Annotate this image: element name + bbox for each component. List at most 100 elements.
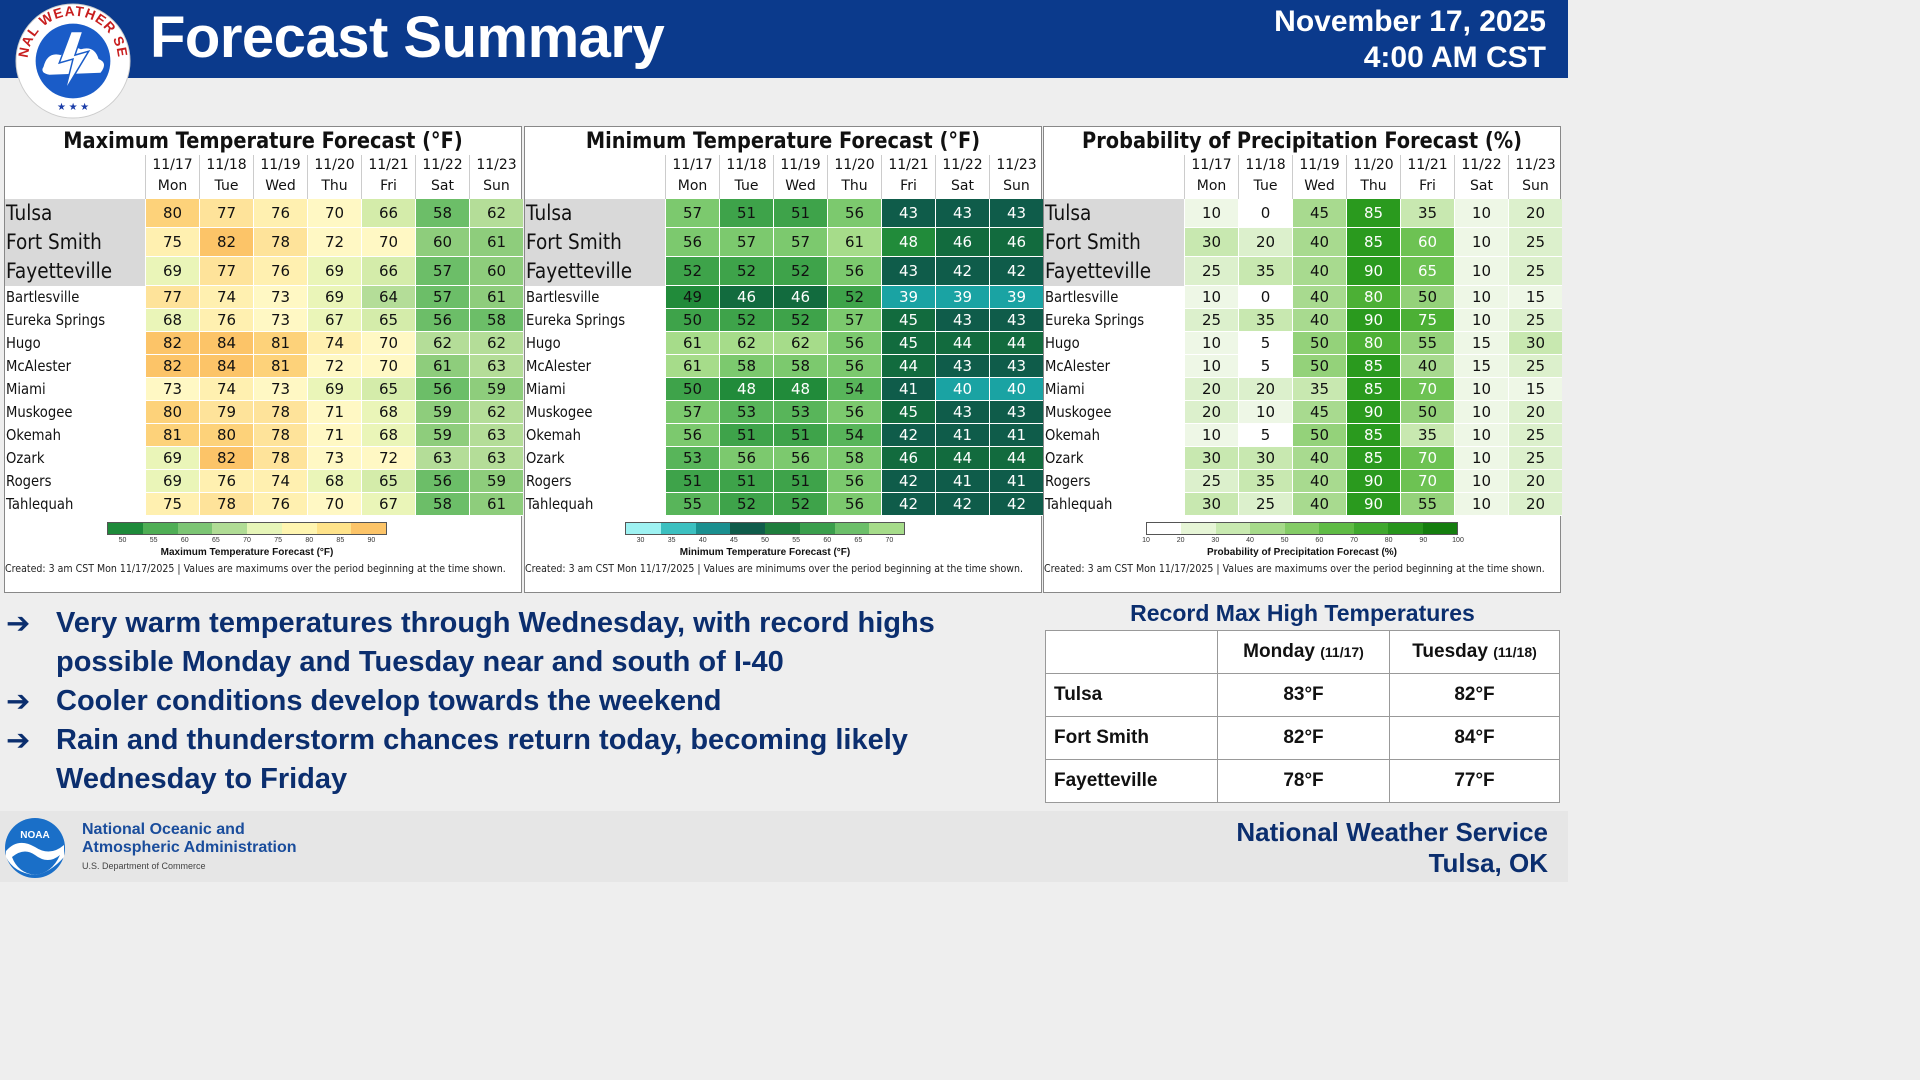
- legend-ticks: 10 20 30 40 50 60 70 80 90 100: [1142, 537, 1464, 547]
- forecast-cell: 90: [1346, 257, 1400, 286]
- city-name: Tahlequah: [526, 495, 594, 513]
- legend-tick: 40: [698, 537, 707, 544]
- forecast-cell: 43: [989, 355, 1043, 378]
- city-row: Tahlequah 75 78 76 70 67 58 61: [5, 493, 523, 516]
- city-row: Tulsa 10 0 45 85 35 10 20: [1044, 199, 1562, 228]
- forecast-cell: 50: [1292, 424, 1346, 447]
- day-date: 11/17: [672, 157, 713, 173]
- forecast-cell: 10: [1454, 447, 1508, 470]
- forecast-cell: 85: [1346, 447, 1400, 470]
- legend-label: Minimum Temperature Forecast (°F): [679, 547, 851, 558]
- forecast-cell: 85: [1346, 199, 1400, 228]
- forecast-cell: 70: [361, 332, 415, 355]
- day-column-header: 11/20 Thu: [827, 155, 881, 199]
- legend-label: Maximum Temperature Forecast (°F): [160, 547, 334, 558]
- legend-color-bar: [625, 522, 905, 535]
- day-of-week: Wed: [785, 178, 816, 194]
- record-city: Tulsa: [1045, 673, 1218, 717]
- forecast-cell: 64: [361, 286, 415, 309]
- forecast-cell: 42: [989, 493, 1043, 516]
- city-row: Hugo 61 62 62 56 45 44 44: [525, 332, 1043, 355]
- city-name: Fayetteville: [526, 259, 633, 283]
- forecast-cell: 65: [361, 309, 415, 332]
- forecast-cell: 46: [719, 286, 773, 309]
- forecast-cell: 42: [935, 493, 989, 516]
- forecast-cell: 35: [1238, 470, 1292, 493]
- forecast-cell: 10: [1454, 493, 1508, 516]
- city-name: Fort Smith: [6, 230, 102, 254]
- day-column-header: 11/20 Thu: [1346, 155, 1400, 199]
- forecast-cell: 68: [361, 401, 415, 424]
- forecast-cell: 15: [1508, 286, 1562, 309]
- forecast-cell: 58: [719, 355, 773, 378]
- city-name: Tulsa: [526, 201, 573, 225]
- forecast-cell: 56: [415, 378, 469, 401]
- header-bar: Forecast Summary November 17, 2025 4:00 …: [0, 0, 1568, 78]
- forecast-cell: 57: [665, 401, 719, 424]
- forecast-cell: 57: [719, 228, 773, 257]
- forecast-cell: 85: [1346, 378, 1400, 401]
- legend-tick: 50: [118, 537, 127, 544]
- panel-title: Maximum Temperature Forecast (°F): [63, 129, 463, 154]
- forecast-cell: 76: [253, 257, 307, 286]
- forecast-cell: 43: [935, 401, 989, 424]
- forecast-cell: 61: [665, 332, 719, 355]
- city-row: Tahlequah 55 52 52 56 42 42 42: [525, 493, 1043, 516]
- record-tue-value: 84°F: [1389, 716, 1560, 760]
- forecast-cell: 80: [1346, 332, 1400, 355]
- city-name: Ozark: [526, 449, 565, 467]
- forecast-cell: 67: [307, 309, 361, 332]
- forecast-cell: 54: [827, 378, 881, 401]
- forecast-cell: 20: [1508, 493, 1562, 516]
- city-name: Miami: [6, 380, 46, 398]
- day-column-header: 11/18 Tue: [199, 155, 253, 199]
- day-date: 11/18: [726, 157, 767, 173]
- city-name: Okemah: [6, 426, 61, 444]
- city-row: Okemah 10 5 50 85 35 10 25: [1044, 424, 1562, 447]
- city-row: Tahlequah 30 25 40 90 55 10 20: [1044, 493, 1562, 516]
- key-message-line: Very warm temperatures through Wednesday…: [56, 607, 935, 639]
- legend-tick: 90: [367, 537, 376, 544]
- forecast-cell: 51: [719, 470, 773, 493]
- forecast-cell: 42: [881, 470, 935, 493]
- legend-color-bar: [107, 522, 387, 535]
- forecast-cell: 25: [1184, 257, 1238, 286]
- forecast-cell: 90: [1346, 401, 1400, 424]
- day-date: 11/19: [260, 157, 301, 173]
- forecast-cell: 59: [415, 424, 469, 447]
- legend-tick: 65: [854, 537, 863, 544]
- noaa-name-line1: National Oceanic and: [82, 821, 245, 838]
- forecast-cell: 15: [1454, 332, 1508, 355]
- city-row: Muskogee 80 79 78 71 68 59 62: [5, 401, 523, 424]
- forecast-cell: 43: [881, 199, 935, 228]
- forecast-cell: 41: [989, 424, 1043, 447]
- forecast-cell: 10: [1454, 309, 1508, 332]
- forecast-cell: 43: [935, 309, 989, 332]
- forecast-cell: 56: [827, 401, 881, 424]
- forecast-cell: 50: [665, 309, 719, 332]
- forecast-cell: 50: [1292, 355, 1346, 378]
- city-row: Miami 73 74 73 69 65 56 59: [5, 378, 523, 401]
- day-date: 11/21: [368, 157, 409, 173]
- day-column-header: 11/23 Sun: [469, 155, 523, 199]
- forecast-cell: 57: [665, 199, 719, 228]
- record-tue-value: 82°F: [1389, 673, 1560, 717]
- legend-tick: 60: [180, 537, 189, 544]
- city-row: Hugo 82 84 81 74 70 62 62: [5, 332, 523, 355]
- forecast-cell: 41: [881, 378, 935, 401]
- forecast-cell: 44: [881, 355, 935, 378]
- forecast-cell: 25: [1238, 493, 1292, 516]
- day-column-header: 11/22 Sat: [1454, 155, 1508, 199]
- forecast-cell: 46: [773, 286, 827, 309]
- day-of-week: Fri: [900, 178, 917, 194]
- legend-tick: 45: [729, 537, 738, 544]
- key-message: ➔ Rain and thunderstorm chances return to…: [6, 721, 1026, 799]
- forecast-cell: 52: [719, 493, 773, 516]
- record-header-row: Monday (11/17) Tuesday (11/18): [1045, 630, 1560, 674]
- day-of-week: Sat: [1470, 178, 1493, 194]
- forecast-cell: 68: [361, 424, 415, 447]
- forecast-cell: 53: [773, 401, 827, 424]
- panel-title: Minimum Temperature Forecast (°F): [585, 129, 981, 154]
- forecast-cell: 55: [1400, 332, 1454, 355]
- city-row: Eureka Springs 25 35 40 90 75 10 25: [1044, 309, 1562, 332]
